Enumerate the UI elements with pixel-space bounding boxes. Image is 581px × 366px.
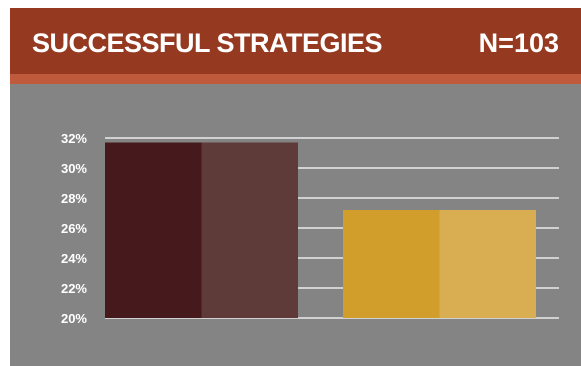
header-stripe — [10, 74, 581, 84]
y-tick-label: 26% — [61, 221, 87, 236]
bar-2-right-half — [439, 210, 536, 318]
bar-1-left-half — [105, 142, 202, 318]
y-tick-label: 24% — [61, 251, 87, 266]
bar-2-left-half — [343, 210, 440, 318]
y-tick-label: 30% — [61, 161, 87, 176]
y-tick-label: 20% — [61, 311, 87, 326]
bars — [105, 142, 536, 318]
y-tick-label: 28% — [61, 191, 87, 206]
chart-title: SUCCESSFUL STRATEGIES — [32, 28, 383, 58]
y-tick-label: 22% — [61, 281, 87, 296]
y-axis-ticks: 20% 22% 24% 26% 28% 30% 32% — [61, 131, 87, 326]
bar-1-right-half — [201, 142, 298, 318]
y-tick-label: 32% — [61, 131, 87, 146]
chart-header: SUCCESSFUL STRATEGIES N=103 — [10, 8, 581, 74]
sample-size-label: N=103 — [478, 28, 559, 58]
